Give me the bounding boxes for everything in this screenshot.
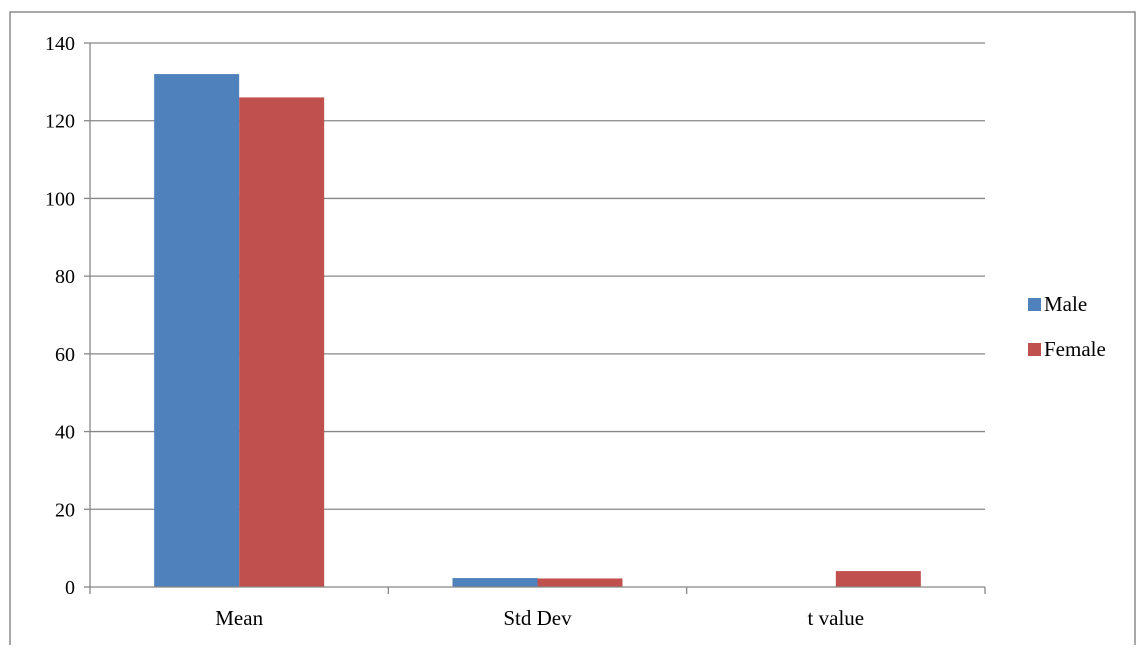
y-tick-label: 40: [55, 422, 75, 444]
y-tick-label: 80: [55, 266, 75, 288]
y-tick-label: 0: [65, 577, 75, 599]
bar-female-1: [537, 578, 623, 587]
bar-male-0: [154, 74, 240, 588]
y-tick-label: 100: [45, 188, 75, 210]
bar-female-0: [239, 97, 325, 588]
y-tick-label: 140: [45, 33, 75, 55]
legend-label-female: Female: [1044, 337, 1106, 361]
x-category-label: t value: [808, 606, 865, 630]
legend-swatch-female: [1028, 343, 1041, 356]
legend: Male Female: [1028, 292, 1106, 361]
bars: [154, 74, 921, 588]
y-tick-label: 60: [55, 344, 75, 366]
chart-border: [9, 11, 1136, 645]
legend-swatch-male: [1028, 298, 1041, 311]
bar-male-1: [452, 578, 538, 587]
y-tick-label: 120: [45, 111, 75, 133]
x-category-label: Mean: [215, 606, 263, 630]
legend-label-male: Male: [1044, 292, 1087, 316]
axes: [84, 42, 986, 594]
bar-female-2: [835, 571, 921, 587]
axis-labels: 0 20 40 60 80 100 120 140 Mean Std Dev t value: [45, 33, 864, 630]
y-tick-label: 20: [55, 499, 75, 521]
x-category-label: Std Dev: [503, 606, 572, 630]
